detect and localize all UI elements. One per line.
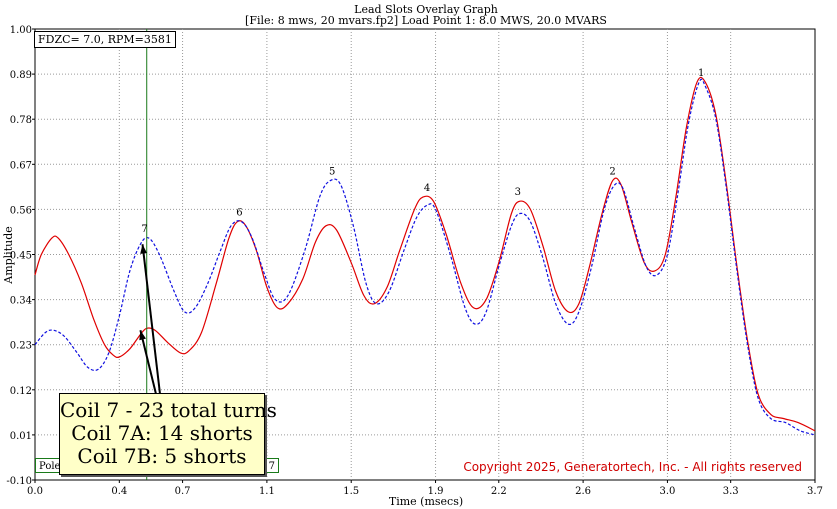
y-tick-label: 0.67 xyxy=(10,160,32,171)
peak-label: 4 xyxy=(424,183,430,194)
y-tick-label: 0.12 xyxy=(10,386,32,397)
peak-label: 6 xyxy=(236,208,242,219)
peak-label: 3 xyxy=(515,187,521,198)
x-tick-label: 1.9 xyxy=(428,486,444,497)
y-tick-label: 0.78 xyxy=(10,115,32,126)
series-solid-line xyxy=(34,76,816,432)
series-layer xyxy=(34,76,816,436)
chart-title: Lead Slots Overlay Graph xyxy=(354,3,498,16)
y-tick-label: 0.45 xyxy=(10,251,32,262)
y-axis-ticks: -0.10 0.01 0.12 0.23 0.34 0.45 0.56 0.67 0.78 0.8… xyxy=(6,25,35,487)
y-tick-label: 0.56 xyxy=(10,205,32,216)
peak-label: 5 xyxy=(329,167,335,178)
callout-arrows xyxy=(139,244,161,395)
x-tick-label: 3.0 xyxy=(659,486,675,497)
copyright-text: Copyright 2025, Generatortech, Inc. - Al… xyxy=(463,460,802,474)
x-tick-label: 2.6 xyxy=(575,486,591,497)
x-tick-label: 2.2 xyxy=(491,486,507,497)
x-tick-label: 0.4 xyxy=(111,486,127,497)
peak-label: 1 xyxy=(698,68,704,79)
callout-line-1: Coil 7 - 23 total turns xyxy=(60,398,277,422)
callout-arrow-head xyxy=(140,244,148,254)
y-tick-label: 0.01 xyxy=(10,431,32,442)
x-tick-label: 3.7 xyxy=(807,486,823,497)
y-tick-label: 1.00 xyxy=(10,25,32,36)
chart-subtitle: [File: 8 mws, 20 mvars.fp2] Load Point 1… xyxy=(245,14,607,27)
y-tick-label: 0.34 xyxy=(10,296,32,307)
x-axis-label: Time (msecs) xyxy=(389,495,463,508)
x-tick-label: 0.0 xyxy=(27,486,43,497)
callout-arrow-line xyxy=(139,330,157,395)
grid-lines xyxy=(35,29,815,480)
x-tick-label: 0.7 xyxy=(175,486,191,497)
y-tick-label: -0.10 xyxy=(6,476,32,487)
legend-right-label: 7 xyxy=(268,461,275,472)
callout-line-3: Coil 7B: 5 shorts xyxy=(77,444,247,468)
info-box: FDZC= 7.0, RPM=3581 xyxy=(34,31,176,48)
callout-arrow-line xyxy=(141,244,161,395)
peak-label: 7 xyxy=(141,224,147,235)
peak-labels: 1 2 3 4 5 6 7 xyxy=(141,68,704,235)
coil-callout: Coil 7 - 23 total turns Coil 7A: 14 shor… xyxy=(59,393,277,475)
y-tick-label: 0.23 xyxy=(10,341,32,352)
x-tick-label: 3.3 xyxy=(723,486,739,497)
callout-arrow-head xyxy=(139,330,146,341)
legend-left-label: Pole xyxy=(39,461,61,472)
y-axis-label: Amplitude xyxy=(2,226,15,285)
peak-label: 2 xyxy=(609,167,615,178)
callout-line-2: Coil 7A: 14 shorts xyxy=(71,421,253,445)
y-tick-label: 0.89 xyxy=(10,70,32,81)
x-tick-label: 1.1 xyxy=(259,486,275,497)
x-tick-label: 1.5 xyxy=(343,486,359,497)
